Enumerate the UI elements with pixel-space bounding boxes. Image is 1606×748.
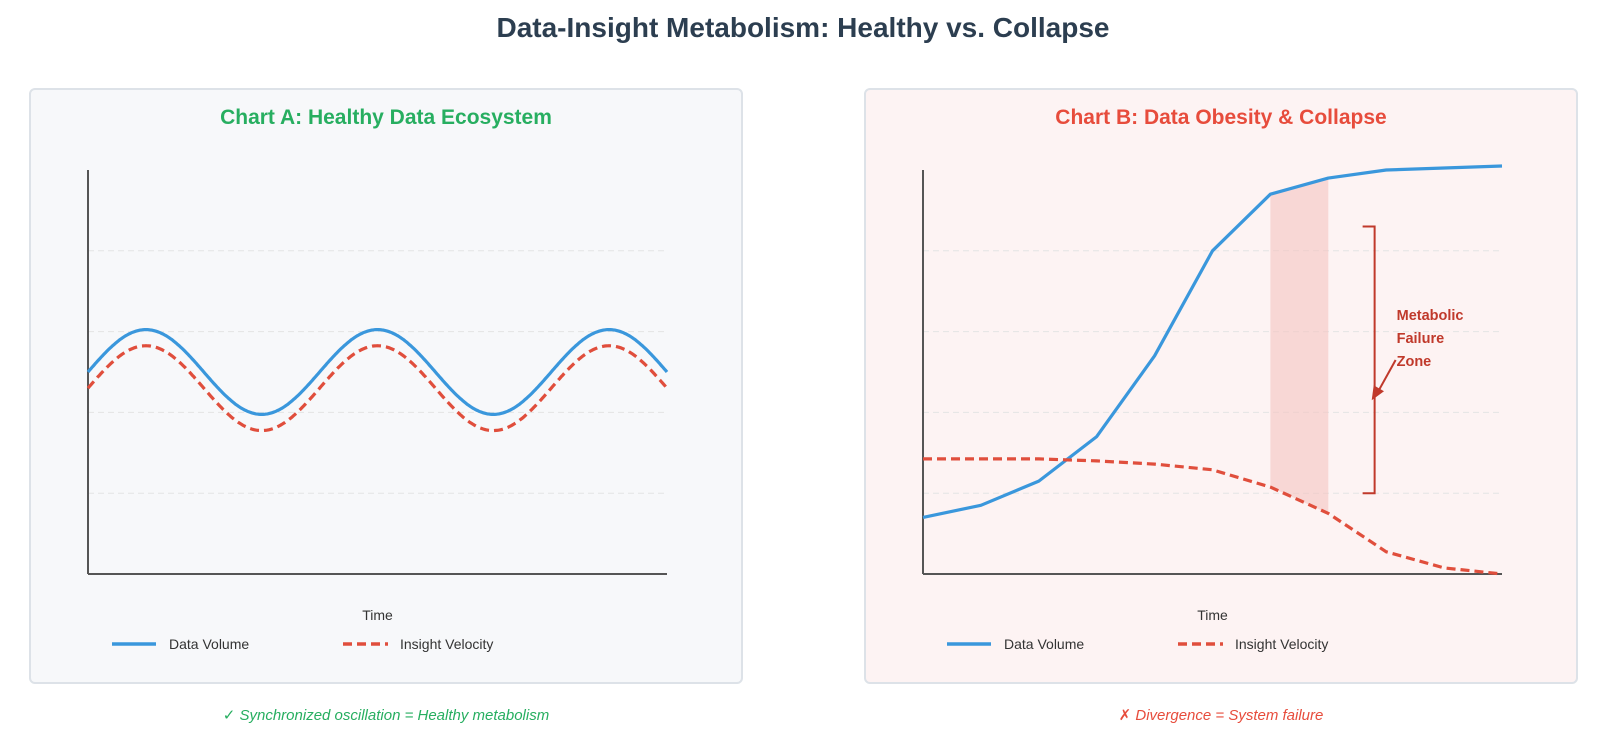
failure-zone-bracket [1362, 225, 1376, 495]
x-axis-label: Time [1197, 607, 1228, 623]
legend-label-data-volume: Data Volume [169, 636, 249, 652]
legend-label-insight-velocity: Insight Velocity [1235, 636, 1328, 652]
chart-b-caption: ✗ Divergence = System failure [1118, 707, 1324, 724]
annotation-arrow-head [1371, 385, 1384, 401]
annotation-text-line: Metabolic [1397, 308, 1464, 324]
page-title: Data-Insight Metabolism: Healthy vs. Col… [496, 12, 1110, 43]
legend-label-data-volume: Data Volume [1004, 636, 1084, 652]
chart-b-plot: TimeVolume / VelocityData VolumeInsight … [922, 164, 1503, 652]
annotation-text-line: Zone [1397, 354, 1432, 370]
chart-a-caption: ✓ Synchronized oscillation = Healthy met… [222, 707, 550, 724]
series-line-data-volume [922, 164, 1503, 519]
series-line-insight-velocity [86, 344, 669, 433]
legend-label-insight-velocity: Insight Velocity [400, 636, 493, 652]
chart-b-panel: Chart B: Data Obesity & Collapse TimeVol… [864, 88, 1578, 684]
x-axis-label: Time [362, 607, 393, 623]
chart-a-panel: Chart A: Healthy Data Ecosystem TimeVolu… [29, 88, 743, 684]
chart-b-title: Chart B: Data Obesity & Collapse [1055, 106, 1387, 129]
metabolic-failure-band [1270, 178, 1329, 514]
series-line-data-volume [86, 328, 669, 416]
chart-a-plot: TimeVolume / VelocityData VolumeInsight … [86, 170, 669, 652]
chart-a-title: Chart A: Healthy Data Ecosystem [220, 106, 552, 129]
annotation-arrow-shaft [1376, 359, 1397, 393]
series-line-insight-velocity [923, 457, 1503, 576]
annotation-text-line: Failure [1397, 331, 1445, 347]
